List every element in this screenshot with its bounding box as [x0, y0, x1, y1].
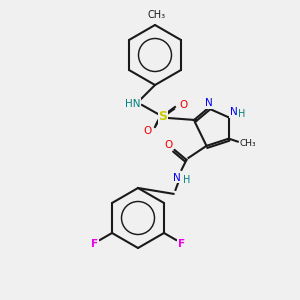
Text: F: F — [91, 239, 98, 249]
Text: N: N — [230, 107, 238, 117]
Text: HN: HN — [125, 99, 141, 109]
Text: CH₃: CH₃ — [148, 10, 166, 20]
Text: O: O — [164, 140, 172, 150]
Text: O: O — [143, 126, 151, 136]
Text: O: O — [179, 100, 187, 110]
Text: CH₃: CH₃ — [239, 139, 256, 148]
Text: F: F — [178, 239, 185, 249]
Text: H: H — [238, 110, 245, 119]
Text: S: S — [158, 110, 167, 124]
Text: N: N — [206, 98, 213, 108]
Text: N: N — [172, 173, 180, 183]
Text: H: H — [183, 175, 190, 185]
